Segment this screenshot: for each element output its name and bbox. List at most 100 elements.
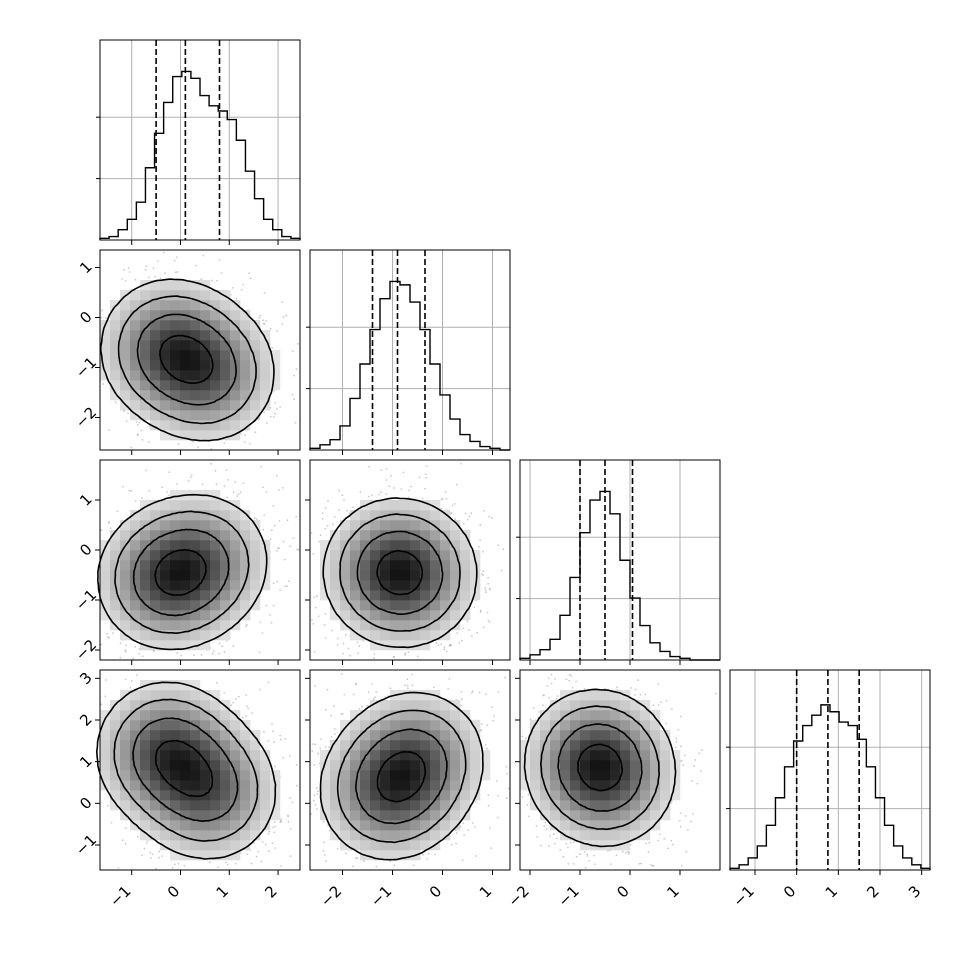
density-cell (230, 510, 241, 521)
scatter-point (253, 517, 256, 520)
density-cell (220, 330, 231, 341)
scatter-point (281, 301, 284, 303)
density-cell (430, 530, 441, 541)
scatter-point (140, 429, 143, 432)
density-cell (230, 550, 241, 561)
scatter-point (171, 867, 174, 869)
scatter-point (166, 491, 169, 493)
density-cell (360, 510, 371, 521)
density-cell (150, 330, 161, 341)
scatter-point (425, 465, 428, 467)
scatter-point (248, 442, 251, 445)
scatter-point (100, 316, 103, 319)
scatter-point (215, 483, 218, 486)
density-cell (150, 390, 161, 401)
density-cell (200, 330, 211, 341)
density-cell (440, 590, 451, 601)
density-cell (160, 320, 171, 331)
scatter-point (255, 518, 258, 520)
density-cell (160, 420, 171, 431)
density-cell (200, 520, 211, 531)
scatter-point (278, 489, 280, 491)
density-cell (170, 290, 181, 301)
scatter-point (274, 412, 276, 415)
scatter-point (385, 467, 388, 470)
scatter-point (443, 646, 446, 649)
density-cell (240, 330, 251, 341)
density-cell (460, 560, 471, 571)
density-cell (170, 340, 181, 351)
scatter-point (288, 580, 290, 583)
density-cell (200, 510, 211, 521)
scatter-point (177, 443, 180, 445)
density-cell (250, 540, 261, 551)
density-cell (420, 580, 431, 591)
scatter-point (276, 580, 278, 583)
scatter-point (156, 260, 159, 262)
density-cell (400, 600, 411, 611)
density-cell (190, 430, 201, 441)
density-cell (380, 630, 391, 641)
density-cell (120, 390, 131, 401)
density-cell (180, 600, 191, 611)
density-cell (170, 300, 181, 311)
scatter-point (262, 319, 264, 321)
scatter-point (313, 596, 316, 598)
scatter-point (119, 656, 122, 659)
scatter-point (263, 322, 266, 325)
scatter-point (121, 485, 124, 488)
density-cell (240, 400, 251, 411)
density-cell (160, 290, 171, 301)
density-cell (180, 410, 191, 421)
scatter-point (357, 652, 359, 655)
density-cell (230, 310, 241, 321)
scatter-point (484, 589, 487, 592)
density-cell (230, 300, 241, 311)
density-cell (120, 350, 131, 361)
scatter-point (136, 433, 139, 436)
density-cell (230, 400, 241, 411)
density-cell (130, 400, 141, 411)
scatter-point (125, 420, 128, 423)
scatter-point (269, 415, 272, 418)
density-cell (230, 530, 241, 541)
scatter-point (404, 652, 407, 654)
scatter-point (321, 512, 324, 514)
density-cell (240, 350, 251, 361)
scatter-point (144, 268, 147, 271)
density-cell (180, 540, 191, 551)
density-cell (110, 320, 121, 331)
density-cell (430, 510, 441, 521)
density-cell (350, 570, 361, 581)
scatter-point (482, 574, 484, 577)
density-cell (390, 540, 401, 551)
density-cell (200, 360, 211, 371)
density-cell (260, 370, 271, 381)
scatter-point (236, 495, 239, 497)
density-cell (340, 520, 351, 531)
density-cell (340, 620, 351, 631)
density-cell (120, 570, 131, 581)
panel-frame (309, 249, 511, 451)
scatter-point (158, 850, 161, 853)
panel-2-2 (516, 459, 721, 665)
density-cell (160, 400, 171, 411)
scatter-point (338, 509, 341, 512)
density-cell (240, 520, 251, 531)
density-cell (410, 520, 421, 531)
density-cell (400, 540, 411, 551)
density-cell (390, 520, 401, 531)
density-cell (220, 420, 231, 431)
scatter-point (466, 518, 469, 521)
scatter-point (210, 462, 213, 465)
scatter-point (279, 589, 282, 591)
density-cell (210, 520, 221, 531)
density-cell (190, 540, 201, 551)
density-cell (160, 520, 171, 531)
scatter-point (134, 278, 137, 281)
scatter-point (270, 529, 273, 532)
density-cell (360, 570, 371, 581)
scatter-point (269, 538, 272, 541)
density-cell (120, 530, 131, 541)
